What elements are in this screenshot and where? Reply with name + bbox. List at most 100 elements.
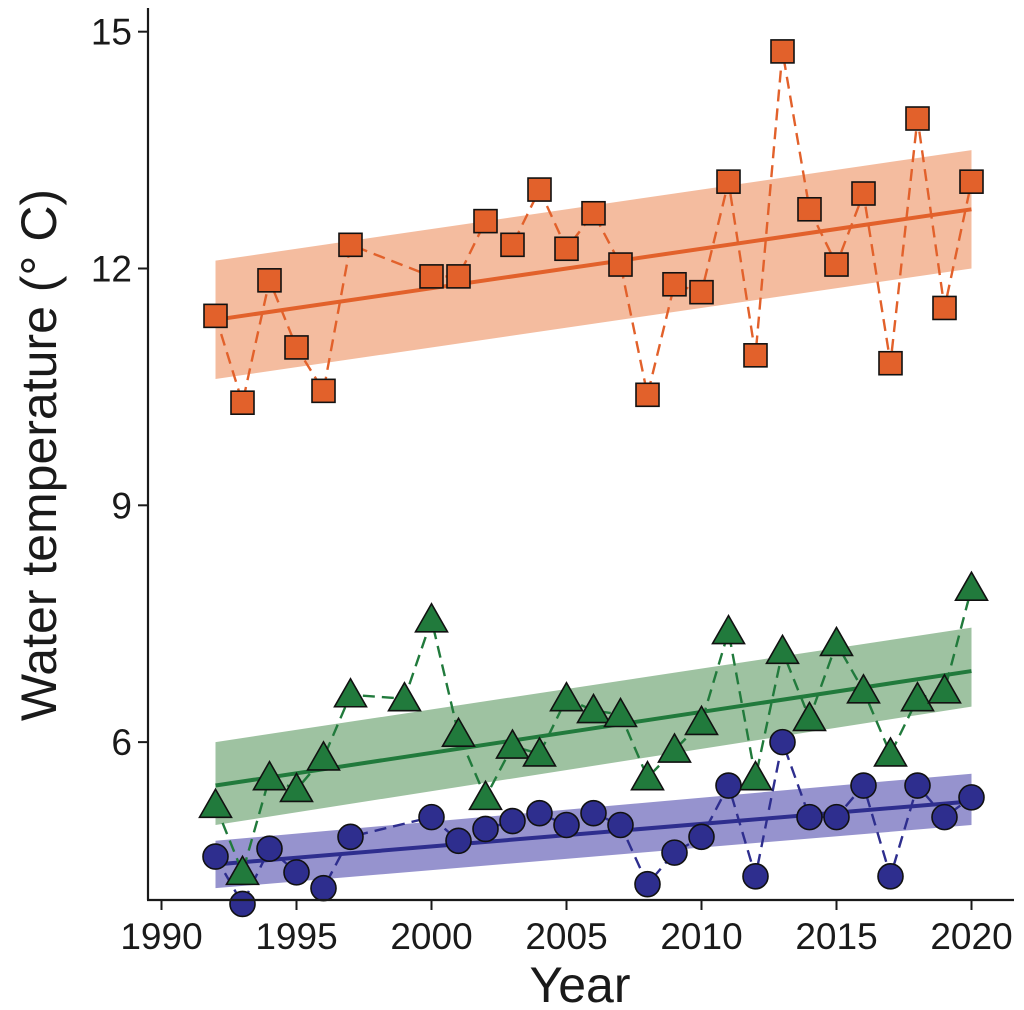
triangle-series-point [333, 677, 368, 708]
square-series-point [554, 236, 579, 262]
triangle-series-point [198, 787, 233, 819]
circle-series-point [283, 859, 310, 886]
triangle-series-trend-line [215, 669, 972, 788]
triangle-series-point [414, 602, 449, 633]
circle-series-point [715, 772, 742, 799]
circle-series-point [607, 811, 634, 839]
triangle-series-point [603, 696, 638, 728]
triangle-series-connector [214, 587, 973, 877]
circle-series-point [499, 807, 526, 835]
axes [146, 8, 1014, 902]
circle-series-point [310, 874, 337, 902]
square-series-point [662, 271, 687, 297]
circle-series-point [337, 823, 364, 851]
x-tick-label: 2020 [930, 916, 1012, 957]
square-series-point [878, 350, 903, 376]
circle-series-point [553, 811, 580, 839]
circle-series-point [634, 870, 661, 898]
circle-series-point [769, 728, 796, 756]
y-tick-label: 6 [111, 722, 132, 763]
triangle-series-point [549, 681, 584, 712]
square-series-point [284, 335, 309, 360]
triangle-series-point [252, 760, 287, 791]
square-series-point [959, 169, 984, 194]
circle-series-point [742, 863, 769, 890]
square-series-point [905, 106, 930, 131]
circle-series-point [823, 803, 850, 831]
square-series-point [851, 181, 876, 206]
y-tick-label: 12 [91, 248, 132, 289]
square-series-point [419, 264, 444, 289]
square-series-point [311, 378, 336, 404]
square-series-point [932, 295, 957, 321]
square-series-point [743, 343, 768, 368]
triangle-series-point [819, 625, 854, 657]
circle-series-point [904, 772, 931, 799]
triangle-series-point [657, 732, 692, 763]
circle-series-point [229, 890, 256, 918]
square-series-point [608, 252, 633, 277]
triangle-series-point [738, 760, 773, 791]
triangle-series-point [495, 728, 530, 759]
x-tick-label: 2015 [795, 916, 877, 957]
triangle-series-point [441, 716, 476, 748]
triangle-series-point [684, 704, 719, 736]
circle-series-point [202, 843, 229, 870]
circle-series-point [931, 803, 958, 831]
square-series-connector [214, 51, 973, 408]
square-series-point [716, 169, 741, 194]
x-axis-title: Year [529, 957, 630, 1010]
triangle-series-point [765, 633, 800, 665]
square-series-point [635, 382, 660, 408]
circle-series-point [850, 772, 877, 799]
square-series-point [797, 196, 822, 222]
y-tick-label: 9 [111, 485, 132, 526]
triangle-series-point [927, 673, 962, 704]
x-tick-label: 2010 [660, 916, 742, 957]
circle-series-point [472, 815, 499, 843]
square-series-point [770, 39, 795, 64]
square-series-point [824, 252, 849, 277]
triangle-series-point [900, 681, 935, 712]
triangle-series-point [279, 771, 314, 803]
square-series-point [689, 279, 714, 305]
x-tick-label: 1990 [120, 916, 202, 957]
square-series-point [203, 303, 228, 329]
triangle-series-point [846, 673, 881, 704]
x-tick-label: 2000 [390, 916, 472, 957]
triangle-series-point [522, 736, 557, 767]
triangle-series-point [576, 692, 611, 724]
axis-ticks: 1990 1995 2000 2005 2010 2015 2020 6 9 12 15 [91, 12, 1013, 957]
square-series-point [338, 232, 363, 258]
circle-series-point [796, 803, 823, 831]
x-tick-label: 2005 [525, 916, 607, 957]
square-series-point [581, 200, 606, 226]
y-axis-title: Water temperature (° C) [11, 189, 67, 721]
data-points [198, 39, 989, 918]
circle-series-point [445, 827, 472, 855]
circle-series-point [877, 863, 904, 890]
triangle-series-point [711, 613, 746, 645]
circle-series-point [526, 799, 553, 827]
triangle-series-point [630, 760, 665, 791]
square-series-point [527, 177, 552, 202]
triangle-series-point [225, 854, 260, 886]
triangle-series-point [954, 570, 989, 601]
square-series-point [500, 232, 525, 258]
circle-series-point [418, 803, 445, 831]
square-series-point [230, 390, 255, 415]
circle-series-point [958, 784, 985, 811]
triangle-series-point [792, 700, 827, 732]
square-series-point [473, 208, 498, 234]
triangle-series-point [306, 740, 341, 771]
circle-series-point [661, 839, 688, 866]
square-series-point [446, 264, 471, 289]
y-tick-label: 15 [91, 12, 132, 53]
circle-series-point [688, 823, 715, 851]
triangle-series-point [873, 736, 908, 767]
triangle-series-point [387, 681, 422, 712]
circle-series-point [256, 835, 283, 862]
square-series-point [257, 268, 282, 293]
